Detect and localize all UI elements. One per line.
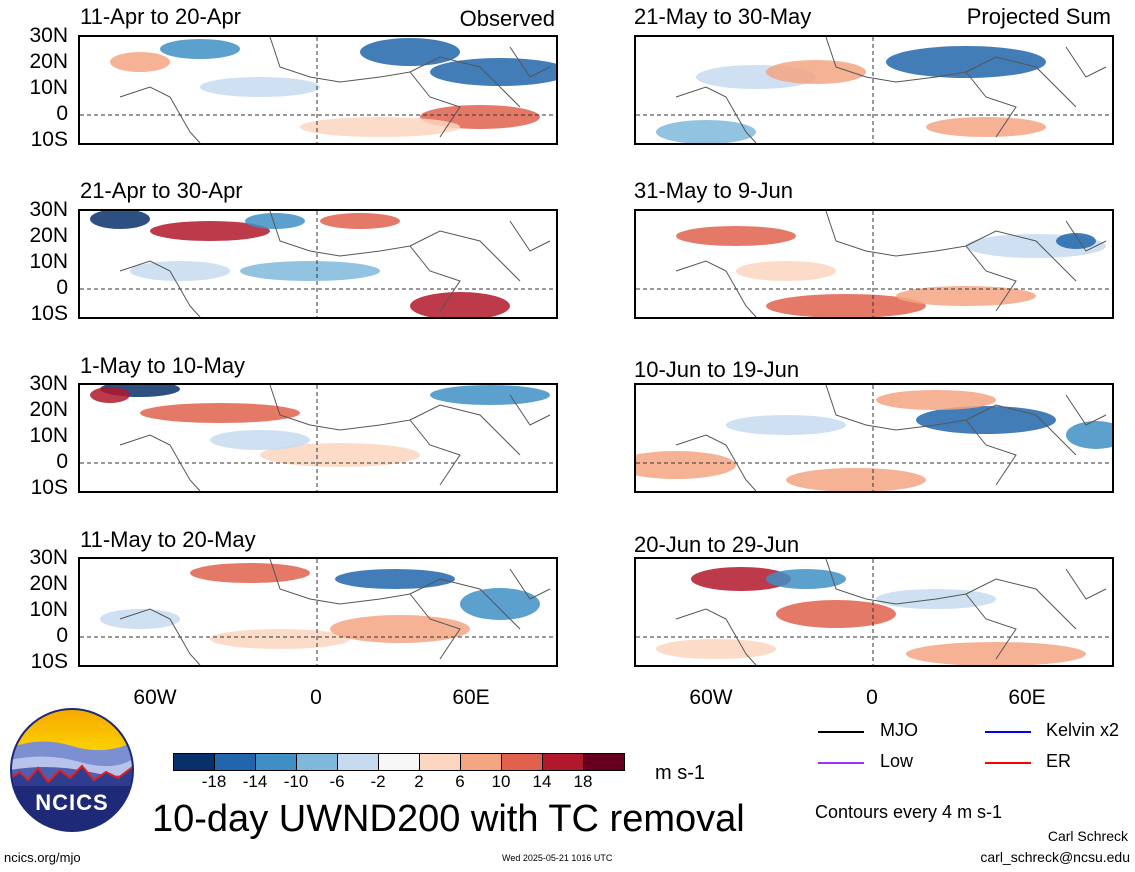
- lat-tick: 30N: [29, 546, 68, 569]
- lon-tick: 60W: [133, 686, 177, 709]
- er-legend-label: ER: [1046, 751, 1072, 771]
- observed-label: Observed: [459, 6, 555, 31]
- coastline: [675, 37, 1107, 143]
- colorbar-unit: m s-1: [655, 762, 705, 784]
- projected-label: Projected Sum: [966, 4, 1111, 29]
- colorbar-swatch: [255, 753, 297, 771]
- map-panel: [78, 383, 558, 493]
- wind-field: [80, 37, 556, 143]
- colorbar-swatch: [296, 753, 338, 771]
- wind-field: [636, 559, 1112, 665]
- panel-title: 21-May to 30-May: [634, 4, 812, 29]
- lat-tick: 10N: [29, 598, 68, 621]
- lat-tick: 10N: [29, 250, 68, 273]
- wind-field: [636, 385, 1112, 491]
- wind-field: [80, 385, 556, 491]
- wind-field: [80, 211, 556, 317]
- lon-tick: 0: [310, 686, 322, 709]
- coastline: [119, 385, 551, 491]
- colorbar-swatch: [214, 753, 256, 771]
- colorbar-tick: 10: [491, 772, 511, 791]
- colorbar-tick: -6: [329, 772, 345, 791]
- panel-title: 21-Apr to 30-Apr: [80, 178, 243, 203]
- wind-field: [80, 559, 556, 665]
- panel-title: 11-Apr to 20-Apr: [80, 4, 242, 29]
- colorbar-swatch: [583, 753, 625, 771]
- timestamp: Wed 2025-05-21 1016 UTC: [502, 853, 613, 863]
- lon-tick: 60W: [689, 686, 733, 709]
- map-panel: [634, 557, 1114, 667]
- colorbar-tick: 18: [573, 772, 593, 791]
- wind-field: [636, 211, 1112, 317]
- panel-title: 10-Jun to 19-Jun: [634, 357, 800, 382]
- colorbar-tick: -2: [370, 772, 386, 791]
- lat-tick: 10N: [29, 424, 68, 447]
- colorbar-swatch: [542, 753, 584, 771]
- low-legend-line: [818, 762, 864, 764]
- author-email: carl_schreck@ncsu.edu: [980, 849, 1130, 865]
- colorbar-swatch: [501, 753, 543, 771]
- coastline: [119, 37, 551, 143]
- kelvin-legend-line: [985, 731, 1031, 733]
- colorbar-tick: -10: [283, 772, 309, 791]
- map-panel: [634, 209, 1114, 319]
- map-panel: [78, 35, 558, 145]
- colorbar-swatch: [460, 753, 502, 771]
- lat-tick: 20N: [29, 50, 68, 73]
- lat-tick: 0: [56, 450, 68, 473]
- lat-tick: 30N: [29, 24, 68, 47]
- colorbar-swatch: [337, 753, 379, 771]
- kelvin-legend-label: Kelvin x2: [1046, 720, 1120, 740]
- coastline: [119, 559, 551, 665]
- lat-tick: 10N: [29, 76, 68, 99]
- map-panel: [634, 383, 1114, 493]
- logo-text: NCICS: [35, 790, 109, 815]
- colorbar-tick: 14: [532, 772, 552, 791]
- lat-tick: 10S: [30, 650, 68, 673]
- colorbar-swatch: [173, 753, 215, 771]
- source-url: ncics.org/mjo: [4, 850, 81, 865]
- colorbar-tick: -18: [201, 772, 227, 791]
- map-panel: [78, 557, 558, 667]
- lat-tick: 0: [56, 276, 68, 299]
- lat-tick: 20N: [29, 398, 68, 421]
- panel-title: 20-Jun to 29-Jun: [634, 532, 800, 557]
- coastline: [675, 211, 1107, 317]
- lat-tick: 20N: [29, 572, 68, 595]
- coastline: [119, 211, 551, 317]
- lat-tick: 10S: [30, 476, 68, 499]
- map-panel: [634, 35, 1114, 145]
- coastline: [675, 559, 1107, 665]
- lat-tick: 0: [56, 102, 68, 125]
- colorbar-tick: 6: [455, 772, 465, 791]
- lat-tick: 30N: [29, 198, 68, 221]
- lon-tick: 60E: [452, 686, 490, 709]
- lat-tick: 20N: [29, 224, 68, 247]
- main-title: 10-day UWND200 with TC removal: [152, 798, 745, 840]
- panel-title: 11-May to 20-May: [80, 527, 256, 552]
- map-panel: [78, 209, 558, 319]
- lat-tick: 30N: [29, 372, 68, 395]
- coastline: [675, 385, 1107, 491]
- wind-field: [636, 37, 1112, 143]
- lon-tick: 0: [866, 686, 878, 709]
- lat-tick: 0: [56, 624, 68, 647]
- mjo-legend-line: [818, 731, 864, 733]
- author: Carl Schreck: [1047, 828, 1128, 844]
- colorbar-tick: -14: [242, 772, 268, 791]
- lon-tick: 60E: [1008, 686, 1046, 709]
- low-legend-label: Low: [880, 751, 914, 771]
- colorbar-tick: 2: [414, 772, 424, 791]
- ncics-logo: NCICS: [10, 708, 134, 832]
- panel-title: 1-May to 10-May: [80, 353, 246, 378]
- lat-tick: 10S: [30, 302, 68, 325]
- panel-title: 31-May to 9-Jun: [634, 178, 793, 203]
- contour-note: Contours every 4 m s-1: [815, 802, 1003, 822]
- lat-tick: 10S: [30, 128, 68, 151]
- er-legend-line: [985, 762, 1031, 764]
- mjo-legend-label: MJO: [880, 720, 918, 740]
- colorbar-swatch: [419, 753, 461, 771]
- colorbar-swatch: [378, 753, 420, 771]
